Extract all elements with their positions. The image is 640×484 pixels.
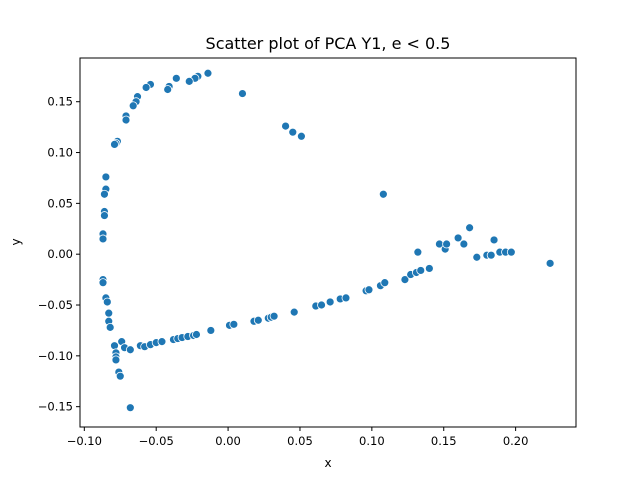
data-point-61: [253, 315, 263, 325]
data-point-78: [416, 266, 426, 275]
x-tick-label-5: 0.15: [431, 434, 457, 448]
x-tick-label-6: 0.20: [503, 434, 529, 448]
y-tick-label-6: 0.15: [47, 95, 73, 109]
y-tick-label-2: −0.05: [38, 298, 73, 312]
data-point-85: [459, 239, 469, 249]
data-point-35: [105, 322, 115, 332]
data-point-93: [506, 247, 516, 257]
x-tick-label-1: −0.05: [139, 434, 174, 448]
data-point-70: [341, 293, 351, 303]
x-axis: −0.10 −0.05 0.00 0.05 0.10 0.15 0.20: [67, 427, 529, 448]
data-point-30: [98, 278, 108, 288]
data-point-68: [325, 297, 335, 307]
y-tick-label-1: −0.10: [38, 349, 73, 363]
data-point-8: [141, 83, 151, 92]
data-point-28: [98, 234, 108, 244]
data-point-18: [281, 121, 290, 131]
data-point-94: [545, 258, 555, 268]
data-point-84: [453, 233, 463, 243]
data-point-65: [289, 307, 299, 317]
data-point-74: [380, 278, 390, 288]
x-tick-label-4: 0.10: [359, 434, 385, 448]
data-point-80: [424, 264, 434, 273]
data-point-83: [442, 239, 452, 249]
data-point-20: [297, 131, 306, 141]
chart-title: Scatter plot of PCA Y1, e < 0.5: [206, 34, 451, 53]
data-point-86: [465, 223, 475, 233]
y-axis-label: y: [9, 238, 23, 245]
data-point-89: [486, 250, 496, 260]
data-point-72: [364, 285, 374, 295]
data-point-22: [101, 172, 111, 182]
data-point-32: [102, 297, 112, 307]
data-point-57: [206, 326, 216, 335]
y-tick-label-4: 0.05: [47, 196, 73, 210]
points-layer: [98, 68, 555, 413]
data-point-36: [110, 341, 119, 351]
data-point-6: [163, 85, 173, 94]
data-point-79: [413, 247, 423, 257]
data-point-64: [269, 311, 279, 321]
plot-area: [79, 57, 577, 428]
data-point-11: [128, 101, 138, 111]
data-point-50: [157, 337, 167, 347]
x-tick-label-2: 0.00: [215, 434, 241, 448]
y-tick-label-0: −0.15: [38, 400, 73, 414]
data-point-26: [100, 211, 109, 220]
data-point-19: [288, 127, 298, 137]
y-tick-label-5: 0.10: [47, 146, 73, 160]
data-point-24: [100, 189, 109, 199]
data-point-33: [104, 308, 114, 318]
data-point-13: [121, 115, 131, 125]
x-tick-label-0: −0.10: [67, 434, 102, 448]
y-axis: −0.15 −0.10 −0.05 0.00 0.05 0.10 0.15: [38, 95, 80, 414]
data-point-16: [110, 140, 119, 149]
data-point-4: [171, 73, 181, 83]
data-point-59: [229, 319, 239, 329]
x-axis-label: x: [324, 456, 331, 470]
data-point-90: [489, 235, 499, 245]
data-point-75: [400, 275, 410, 285]
data-point-17: [238, 89, 247, 98]
data-point-0: [203, 68, 213, 78]
data-point-45: [125, 345, 135, 355]
data-point-21: [378, 189, 388, 199]
data-point-3: [184, 76, 194, 86]
data-point-39: [111, 355, 121, 365]
x-tick-label-3: 0.05: [287, 434, 313, 448]
y-tick-label-3: 0.00: [47, 247, 73, 261]
data-point-56: [192, 330, 201, 339]
data-point-67: [317, 300, 326, 310]
data-point-87: [472, 252, 482, 262]
data-point-44: [125, 403, 135, 413]
data-point-41: [115, 371, 125, 381]
